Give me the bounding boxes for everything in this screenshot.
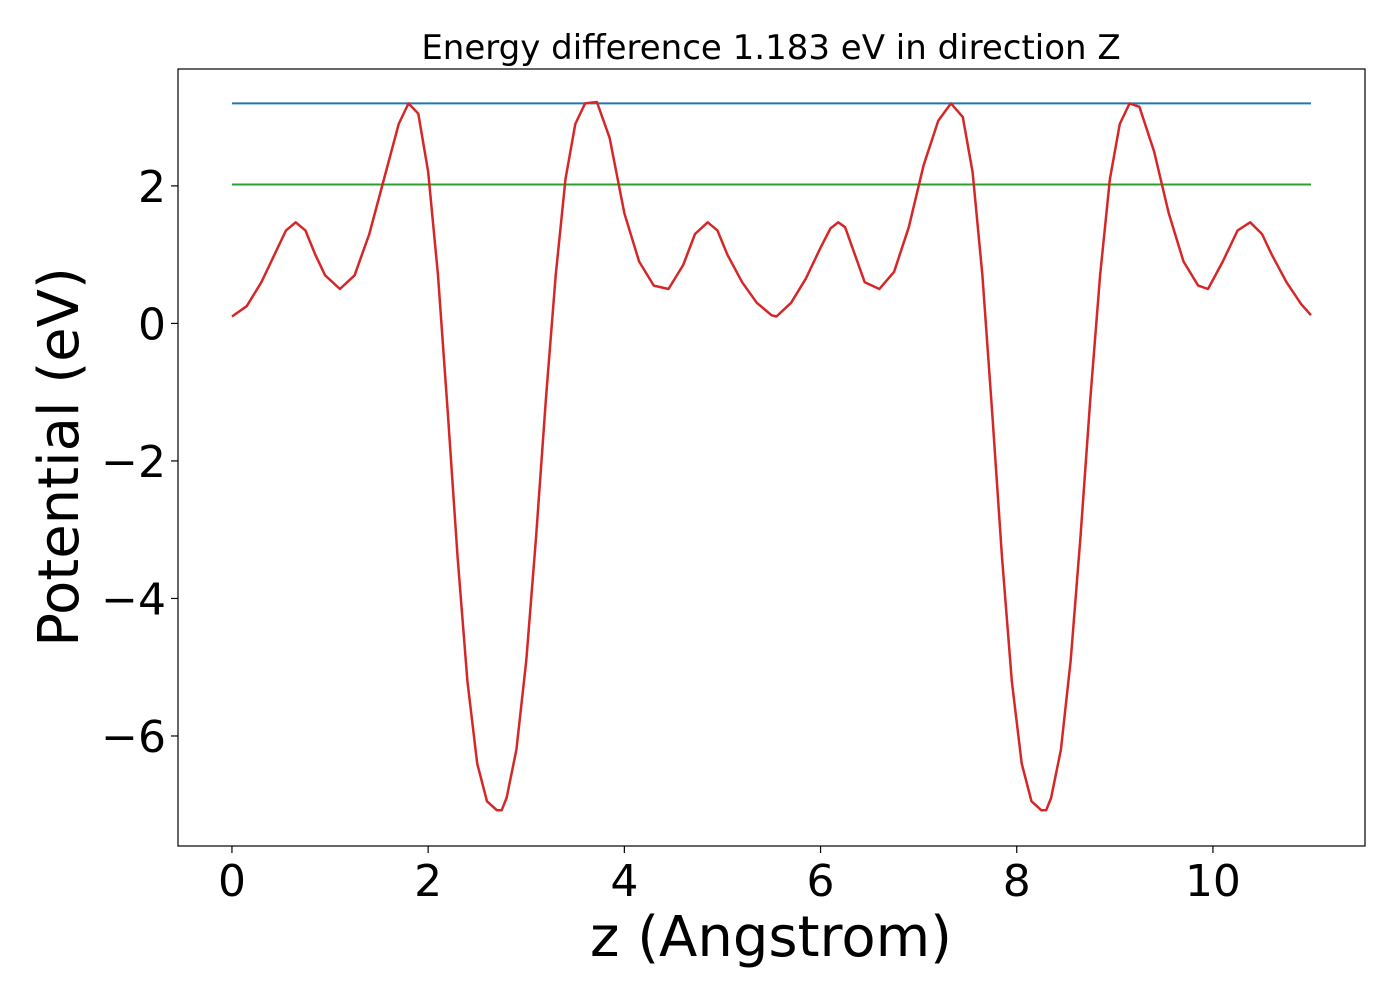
chart-title: Energy difference 1.183 eV in direction … <box>421 28 1120 68</box>
x-axis-title: z (Angstrom) <box>590 905 952 970</box>
x-tick-label: 10 <box>1185 856 1241 907</box>
ticks-layer: 0 2 4 6 8 10 2 0 −2 −4 −6 <box>101 162 1241 907</box>
x-tick-label: 6 <box>807 856 835 907</box>
series-line-red <box>231 100 1312 812</box>
y-tick-label: −2 <box>101 437 166 488</box>
y-tick-label: −6 <box>101 712 166 763</box>
y-axis-title: Potential (eV) <box>27 267 92 647</box>
y-tick-label: −4 <box>101 574 166 625</box>
plot-frame <box>177 68 1366 847</box>
x-tick-label: 8 <box>1003 856 1031 907</box>
series-layer <box>231 100 1312 812</box>
x-tick-label: 2 <box>414 856 442 907</box>
x-tick-label: 0 <box>218 856 246 907</box>
y-tick-label: 2 <box>138 162 166 213</box>
y-tick-label: 0 <box>138 299 166 350</box>
x-tick-label: 4 <box>610 856 638 907</box>
